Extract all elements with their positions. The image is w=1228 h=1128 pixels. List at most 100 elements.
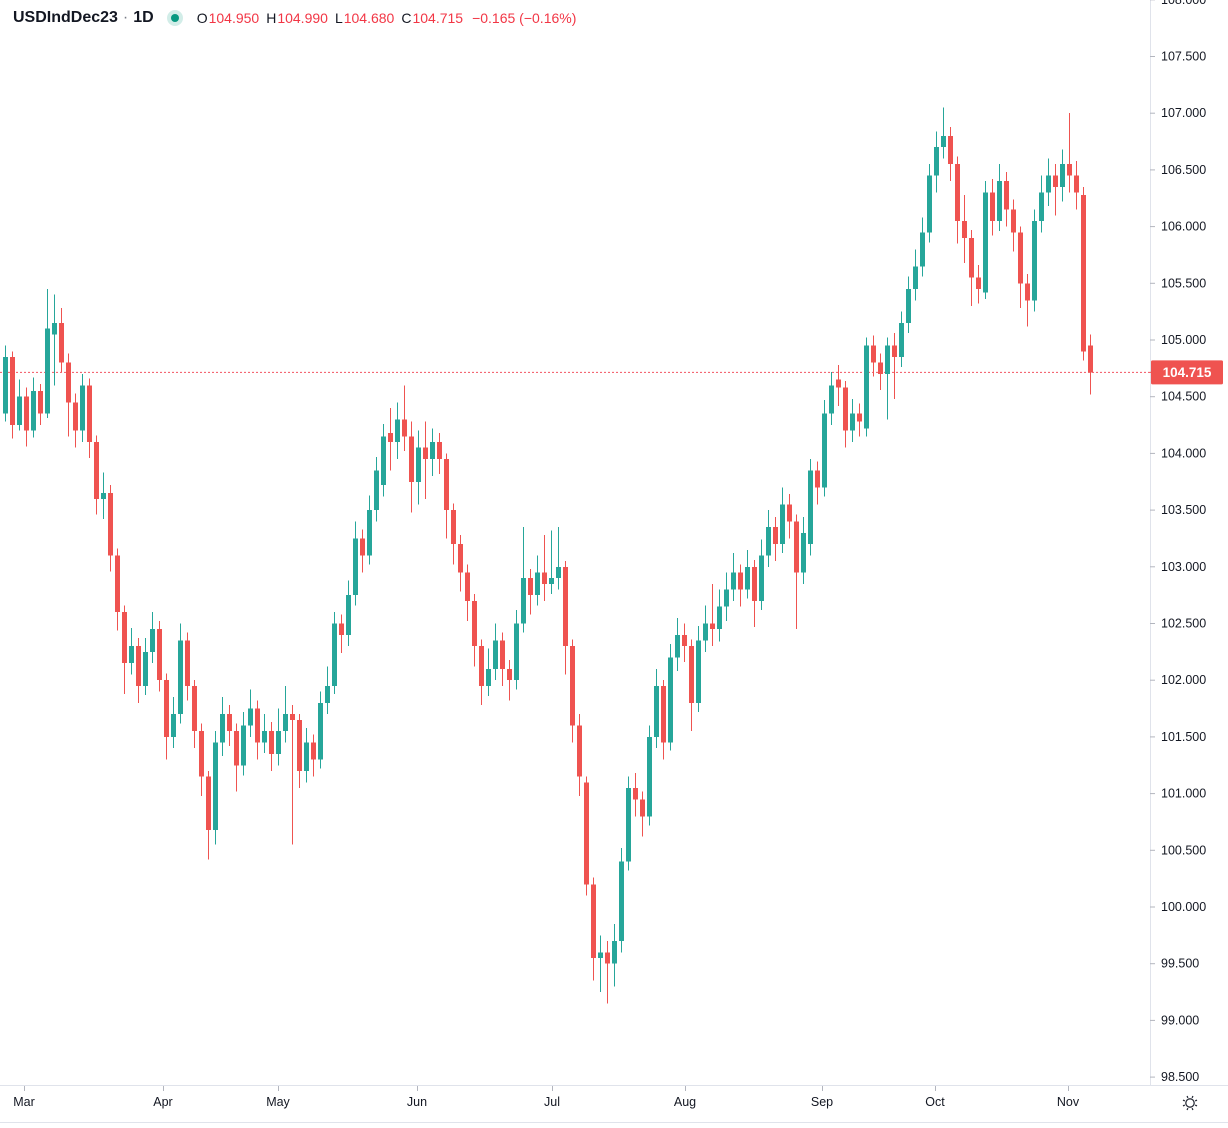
candle-up: [1032, 209, 1037, 312]
time-axis-label: Jun: [407, 1095, 427, 1109]
price-scale[interactable]: 108.000 107.500 107.000 106.500 106.000 105.5…: [1150, 0, 1206, 1084]
candle-up: [262, 714, 267, 753]
candle-down: [878, 353, 883, 390]
time-axis-label: Jul: [544, 1095, 560, 1109]
time-axis-label: Mar: [13, 1095, 35, 1109]
close-label: C: [401, 10, 412, 26]
candle-down: [465, 564, 470, 622]
status-dot-core: [170, 14, 179, 22]
price-axis-label: 105.500: [1161, 276, 1206, 290]
candle-down: [339, 614, 344, 653]
change-value: −0.165 (−0.16%): [472, 10, 577, 26]
candle-down: [472, 594, 477, 667]
candle-down: [836, 364, 841, 406]
candle-down: [199, 723, 204, 796]
candle-down: [423, 421, 428, 499]
last-price-label: 104.715: [1150, 360, 1223, 385]
candle-down: [976, 265, 981, 304]
candle-down: [451, 503, 456, 565]
candle-down: [59, 308, 64, 372]
symbol-title[interactable]: USDIndDec23: [13, 9, 118, 26]
candle-down: [297, 714, 302, 788]
candle-down: [108, 485, 113, 572]
candle-up: [325, 666, 330, 715]
candle-down: [409, 421, 414, 513]
candle-up: [353, 521, 358, 606]
candle-down: [87, 378, 92, 458]
price-axis-label: 98.500: [1161, 1070, 1199, 1084]
candle-up: [864, 337, 869, 437]
candle-up: [913, 249, 918, 301]
time-scale[interactable]: Mar Apr May Jun Jul Aug Sep Oct Nov: [13, 1086, 1080, 1109]
candle-down: [66, 353, 71, 437]
candle-down: [402, 385, 407, 452]
price-axis-label: 103.000: [1161, 560, 1206, 574]
time-axis-label: Oct: [925, 1095, 945, 1109]
candle-down: [577, 714, 582, 796]
candle-up: [822, 400, 827, 497]
candle-up: [80, 374, 85, 443]
candle-up: [346, 580, 351, 647]
market-status-icon[interactable]: [166, 10, 183, 26]
candle-down: [787, 494, 792, 539]
candle-down: [1011, 199, 1016, 252]
candle-up: [129, 628, 134, 675]
candle-down: [969, 230, 974, 306]
price-axis-label: 99.500: [1161, 957, 1199, 971]
candle-down: [192, 680, 197, 749]
svg-text:104.715: 104.715: [1163, 365, 1212, 380]
candle-down: [507, 659, 512, 701]
candle-up: [654, 668, 659, 749]
interval-label[interactable]: 1D: [133, 9, 154, 26]
candle-up: [1046, 158, 1051, 207]
candle-down: [843, 380, 848, 448]
candle-up: [850, 398, 855, 443]
candle-down: [1074, 160, 1079, 210]
candle-down: [10, 351, 15, 439]
candle-down: [24, 387, 29, 447]
candle-up: [934, 131, 939, 193]
time-axis-label: Sep: [811, 1095, 833, 1109]
high-value: 104.990: [277, 10, 328, 26]
candle-down: [94, 435, 99, 515]
close-value: 104.715: [412, 10, 464, 26]
candle-up: [381, 423, 386, 497]
candle-down: [1018, 226, 1023, 309]
candle-down: [122, 605, 127, 694]
open-label: O: [196, 10, 208, 26]
price-axis-label: 100.000: [1161, 900, 1206, 914]
price-axis-label: 99.000: [1161, 1013, 1199, 1027]
candle-up: [150, 612, 155, 664]
time-axis-label: Aug: [674, 1095, 696, 1109]
candle-down: [773, 516, 778, 562]
candle-up: [101, 472, 106, 520]
candle-down: [990, 178, 995, 236]
candle-up: [374, 456, 379, 522]
price-axis-label: 100.500: [1161, 843, 1206, 857]
time-axis-label: May: [266, 1095, 290, 1109]
candle-down: [458, 535, 463, 592]
candle-up: [276, 708, 281, 766]
candle-up: [724, 572, 729, 622]
candle-up: [612, 924, 617, 987]
candle-up: [619, 848, 624, 953]
candle-up: [941, 107, 946, 159]
candle-up: [668, 643, 673, 751]
candle-down: [794, 514, 799, 630]
candle-down: [605, 941, 610, 1004]
candle-up: [31, 377, 36, 438]
candle-up: [997, 164, 1002, 232]
candle-down: [570, 639, 575, 743]
candle-down: [234, 723, 239, 792]
candle-down: [500, 632, 505, 686]
candle-up: [675, 617, 680, 672]
candle-up: [696, 625, 701, 712]
settings-gear-icon[interactable]: [1182, 1095, 1198, 1111]
candle-up: [1060, 149, 1065, 202]
price-axis-label: 106.500: [1161, 163, 1206, 177]
candle-up: [598, 935, 603, 993]
price-axis-label: 101.000: [1161, 787, 1206, 801]
candle-down: [290, 705, 295, 845]
